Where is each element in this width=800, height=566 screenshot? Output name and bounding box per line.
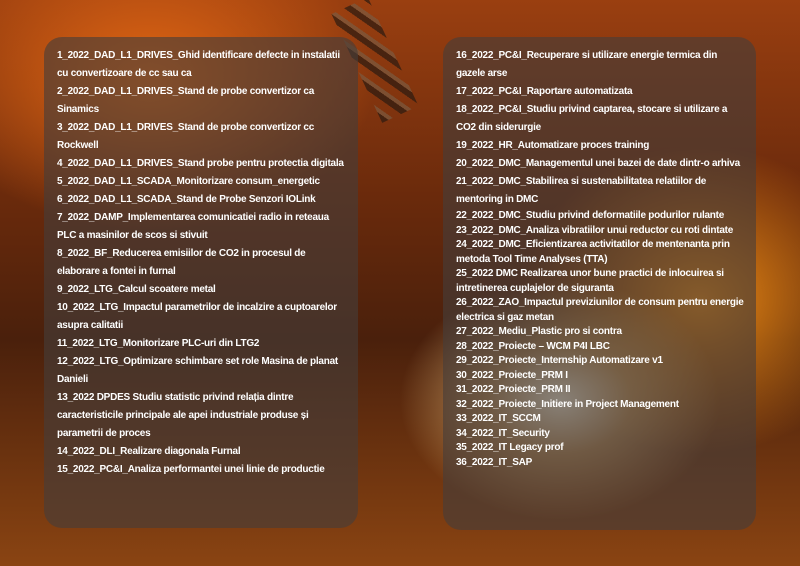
project-list-item: 12_2022_LTG_Optimizare schimbare set rol… <box>57 356 338 385</box>
project-list-item: 8_2022_BF_Reducerea emisiilor de CO2 in … <box>57 248 306 277</box>
project-list-item: 14_2022_DLI_Realizare diagonala Furnal <box>57 446 241 457</box>
project-list-item: 23_2022_DMC_Analiza vibratiilor unui red… <box>456 224 734 236</box>
project-list-item: 6_2022_DAD_L1_SCADA_Stand de Probe Senzo… <box>57 194 316 205</box>
project-list-item: 29_2022_Proiecte_Internship Automatizare… <box>456 355 663 366</box>
project-list-item: 16_2022_PC&I_Recuperare si utilizare ene… <box>456 50 718 79</box>
project-list-item: 9_2022_LTG_Calcul scoatere metal <box>57 284 216 295</box>
project-list-item: 34_2022_IT_Security <box>456 427 550 439</box>
project-list-item: 2_2022_DAD_L1_DRIVES_Stand de probe conv… <box>57 86 315 115</box>
project-list-item: 11_2022_LTG_Monitorizare PLC-uri din LTG… <box>57 338 260 349</box>
project-list-item: 33_2022_IT_SCCM <box>456 413 541 424</box>
project-list-item: 36_2022_IT_SAP <box>456 456 533 468</box>
project-list-item: 18_2022_PC&I_Studiu privind captarea, st… <box>456 104 728 133</box>
project-list-item: 20_2022_DMC_Managementul unei bazei de d… <box>456 158 740 169</box>
project-list-left-panel: 1_2022_DAD_L1_DRIVES_Ghid identificare d… <box>44 37 358 528</box>
project-list-item: 32_2022_Proiecte_Initiere in Project Man… <box>456 398 679 410</box>
project-list-item: 26_2022_ZAO_Impactul previziunilor de co… <box>456 297 744 323</box>
project-list-item: 35_2022_IT Legacy prof <box>456 442 564 453</box>
project-list-item: 7_2022_DAMP_Implementarea comunicatiei r… <box>57 212 329 241</box>
project-list-item: 4_2022_DAD_L1_DRIVES_Stand probe pentru … <box>57 158 344 169</box>
project-list-item: 17_2022_PC&I_Raportare automatizata <box>456 86 633 97</box>
project-list-item: 19_2022_HR_Automatizare proces training <box>456 140 650 151</box>
project-list-item: 10_2022_LTG_Impactul parametrilor de inc… <box>57 302 337 331</box>
project-list-item: 13_2022 DPDES Studiu statistic privind r… <box>57 392 309 439</box>
project-list-item: 5_2022_DAD_L1_SCADA_Monitorizare consum_… <box>57 176 320 187</box>
project-list-item: 30_2022_Proiecte_PRM I <box>456 369 568 381</box>
project-list-item: 15_2022_PC&I_Analiza performantei unei l… <box>57 464 325 475</box>
project-list-item: 1_2022_DAD_L1_DRIVES_Ghid identificare d… <box>57 50 340 79</box>
project-list-item: 28_2022_Proiecte – WCM P4I LBC <box>456 340 610 352</box>
project-list-item: 3_2022_DAD_L1_DRIVES_Stand de probe conv… <box>57 122 315 151</box>
project-list-item: 24_2022_DMC_Eficientizarea activitatilor… <box>456 239 730 265</box>
project-list-item: 31_2022_Proiecte_PRM II <box>456 384 571 395</box>
project-list-item: 21_2022_DMC_Stabilirea si sustenabilitat… <box>456 176 707 205</box>
project-list-item: 25_2022 DMC Realizarea unor bune practic… <box>456 268 724 294</box>
project-list-item: 27_2022_Mediu_Plastic pro si contra <box>456 326 622 337</box>
project-list-right-panel: 16_2022_PC&I_Recuperare si utilizare ene… <box>443 37 756 530</box>
project-list-item: 22_2022_DMC_Studiu privind deformatiile … <box>456 210 725 221</box>
